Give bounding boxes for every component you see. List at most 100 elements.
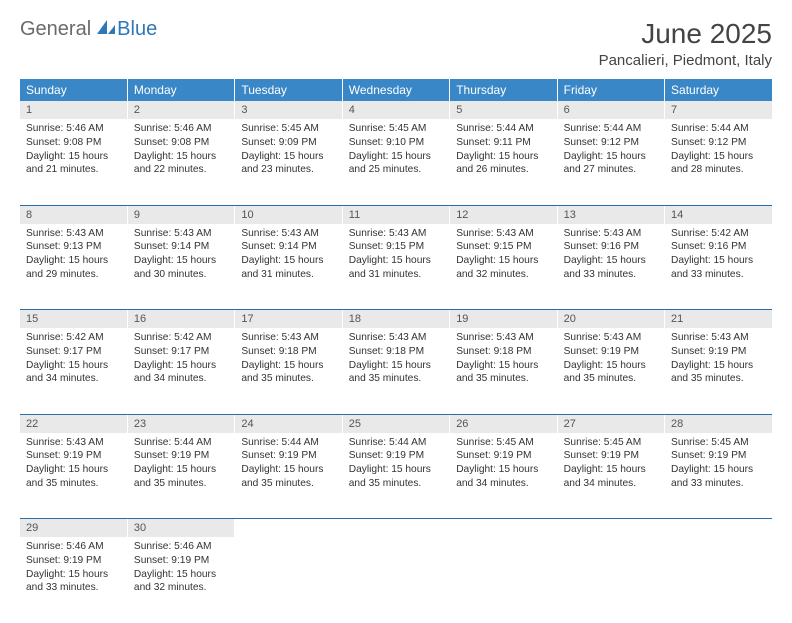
- day-number-cell: 17: [235, 310, 342, 329]
- sunset-line: Sunset: 9:14 PM: [241, 240, 335, 254]
- daylight-line: Daylight: 15 hours and 33 minutes.: [564, 254, 658, 282]
- day-number-cell: 25: [342, 414, 449, 433]
- sunrise-line: Sunrise: 5:45 AM: [349, 122, 443, 136]
- daylight-line: Daylight: 15 hours and 35 minutes.: [241, 359, 335, 387]
- day-number-cell: [342, 519, 449, 538]
- day-number-cell: 13: [557, 205, 664, 224]
- sunrise-line: Sunrise: 5:44 AM: [349, 436, 443, 450]
- daylight-line: Daylight: 15 hours and 32 minutes.: [456, 254, 550, 282]
- day-content-cell: Sunrise: 5:42 AMSunset: 9:17 PMDaylight:…: [127, 328, 234, 414]
- sunset-line: Sunset: 9:17 PM: [26, 345, 121, 359]
- daylight-line: Daylight: 15 hours and 35 minutes.: [349, 359, 443, 387]
- daylight-line: Daylight: 15 hours and 35 minutes.: [134, 463, 228, 491]
- sunrise-line: Sunrise: 5:46 AM: [134, 122, 228, 136]
- weekday-header: Sunday: [20, 79, 127, 101]
- calendar-table: Sunday Monday Tuesday Wednesday Thursday…: [20, 79, 772, 623]
- sunset-line: Sunset: 9:18 PM: [349, 345, 443, 359]
- day-content-cell: Sunrise: 5:45 AMSunset: 9:19 PMDaylight:…: [450, 433, 557, 519]
- day-content-row: Sunrise: 5:43 AMSunset: 9:19 PMDaylight:…: [20, 433, 772, 519]
- day-content-cell: Sunrise: 5:43 AMSunset: 9:15 PMDaylight:…: [342, 224, 449, 310]
- sunrise-line: Sunrise: 5:42 AM: [26, 331, 121, 345]
- daylight-line: Daylight: 15 hours and 27 minutes.: [564, 150, 658, 178]
- sunset-line: Sunset: 9:08 PM: [134, 136, 228, 150]
- sunset-line: Sunset: 9:12 PM: [564, 136, 658, 150]
- sunset-line: Sunset: 9:19 PM: [564, 345, 658, 359]
- sunset-line: Sunset: 9:19 PM: [671, 345, 766, 359]
- day-number-cell: 8: [20, 205, 127, 224]
- sunset-line: Sunset: 9:19 PM: [671, 449, 766, 463]
- day-number-cell: 6: [557, 101, 664, 119]
- day-content-cell: Sunrise: 5:43 AMSunset: 9:19 PMDaylight:…: [20, 433, 127, 519]
- sunrise-line: Sunrise: 5:43 AM: [456, 331, 550, 345]
- weekday-header-row: Sunday Monday Tuesday Wednesday Thursday…: [20, 79, 772, 101]
- day-content-cell: Sunrise: 5:43 AMSunset: 9:14 PMDaylight:…: [235, 224, 342, 310]
- day-number-cell: 30: [127, 519, 234, 538]
- day-number-cell: 4: [342, 101, 449, 119]
- day-content-cell: Sunrise: 5:43 AMSunset: 9:18 PMDaylight:…: [450, 328, 557, 414]
- day-number-cell: 12: [450, 205, 557, 224]
- day-number-cell: 9: [127, 205, 234, 224]
- sunrise-line: Sunrise: 5:46 AM: [134, 540, 228, 554]
- header: General Blue June 2025 Pancalieri, Piedm…: [0, 0, 792, 73]
- sunset-line: Sunset: 9:16 PM: [671, 240, 766, 254]
- day-number-row: 15161718192021: [20, 310, 772, 329]
- sunrise-line: Sunrise: 5:43 AM: [564, 331, 658, 345]
- day-content-row: Sunrise: 5:46 AMSunset: 9:19 PMDaylight:…: [20, 537, 772, 623]
- weekday-header: Wednesday: [342, 79, 449, 101]
- sunset-line: Sunset: 9:19 PM: [134, 449, 228, 463]
- sunrise-line: Sunrise: 5:43 AM: [671, 331, 766, 345]
- daylight-line: Daylight: 15 hours and 31 minutes.: [241, 254, 335, 282]
- day-content-cell: Sunrise: 5:45 AMSunset: 9:19 PMDaylight:…: [557, 433, 664, 519]
- sunset-line: Sunset: 9:19 PM: [564, 449, 658, 463]
- day-content-cell: Sunrise: 5:42 AMSunset: 9:16 PMDaylight:…: [665, 224, 772, 310]
- sunset-line: Sunset: 9:19 PM: [241, 449, 335, 463]
- day-content-cell: Sunrise: 5:43 AMSunset: 9:16 PMDaylight:…: [557, 224, 664, 310]
- sunrise-line: Sunrise: 5:44 AM: [456, 122, 550, 136]
- sunrise-line: Sunrise: 5:43 AM: [26, 436, 121, 450]
- sunrise-line: Sunrise: 5:43 AM: [241, 227, 335, 241]
- sunset-line: Sunset: 9:10 PM: [349, 136, 443, 150]
- day-number-cell: 10: [235, 205, 342, 224]
- daylight-line: Daylight: 15 hours and 34 minutes.: [456, 463, 550, 491]
- sunset-line: Sunset: 9:08 PM: [26, 136, 121, 150]
- logo-sail-icon: [95, 18, 117, 41]
- day-number-cell: [665, 519, 772, 538]
- day-number-cell: 29: [20, 519, 127, 538]
- day-number-cell: 22: [20, 414, 127, 433]
- day-content-cell: Sunrise: 5:44 AMSunset: 9:11 PMDaylight:…: [450, 119, 557, 205]
- sunset-line: Sunset: 9:15 PM: [456, 240, 550, 254]
- day-number-row: 891011121314: [20, 205, 772, 224]
- sunset-line: Sunset: 9:19 PM: [26, 449, 121, 463]
- logo: General Blue: [20, 18, 157, 41]
- sunrise-line: Sunrise: 5:43 AM: [456, 227, 550, 241]
- sunset-line: Sunset: 9:18 PM: [456, 345, 550, 359]
- sunset-line: Sunset: 9:19 PM: [456, 449, 550, 463]
- day-content-cell: Sunrise: 5:46 AMSunset: 9:08 PMDaylight:…: [127, 119, 234, 205]
- day-content-cell: Sunrise: 5:43 AMSunset: 9:13 PMDaylight:…: [20, 224, 127, 310]
- day-content-cell: Sunrise: 5:43 AMSunset: 9:18 PMDaylight:…: [342, 328, 449, 414]
- day-number-cell: [557, 519, 664, 538]
- day-number-cell: 16: [127, 310, 234, 329]
- day-content-cell: Sunrise: 5:43 AMSunset: 9:18 PMDaylight:…: [235, 328, 342, 414]
- daylight-line: Daylight: 15 hours and 31 minutes.: [349, 254, 443, 282]
- day-number-cell: 1: [20, 101, 127, 119]
- daylight-line: Daylight: 15 hours and 35 minutes.: [671, 359, 766, 387]
- sunset-line: Sunset: 9:16 PM: [564, 240, 658, 254]
- weekday-header: Friday: [557, 79, 664, 101]
- sunrise-line: Sunrise: 5:44 AM: [564, 122, 658, 136]
- day-number-cell: 2: [127, 101, 234, 119]
- sunrise-line: Sunrise: 5:45 AM: [564, 436, 658, 450]
- day-content-cell: Sunrise: 5:46 AMSunset: 9:19 PMDaylight:…: [20, 537, 127, 623]
- daylight-line: Daylight: 15 hours and 30 minutes.: [134, 254, 228, 282]
- weekday-header: Tuesday: [235, 79, 342, 101]
- sunrise-line: Sunrise: 5:42 AM: [671, 227, 766, 241]
- day-content-cell: [342, 537, 449, 623]
- sunrise-line: Sunrise: 5:43 AM: [26, 227, 121, 241]
- day-content-cell: Sunrise: 5:43 AMSunset: 9:14 PMDaylight:…: [127, 224, 234, 310]
- daylight-line: Daylight: 15 hours and 33 minutes.: [671, 463, 766, 491]
- day-content-cell: [235, 537, 342, 623]
- sunset-line: Sunset: 9:09 PM: [241, 136, 335, 150]
- sunrise-line: Sunrise: 5:43 AM: [349, 227, 443, 241]
- title-block: June 2025 Pancalieri, Piedmont, Italy: [599, 18, 772, 69]
- month-title: June 2025: [599, 18, 772, 50]
